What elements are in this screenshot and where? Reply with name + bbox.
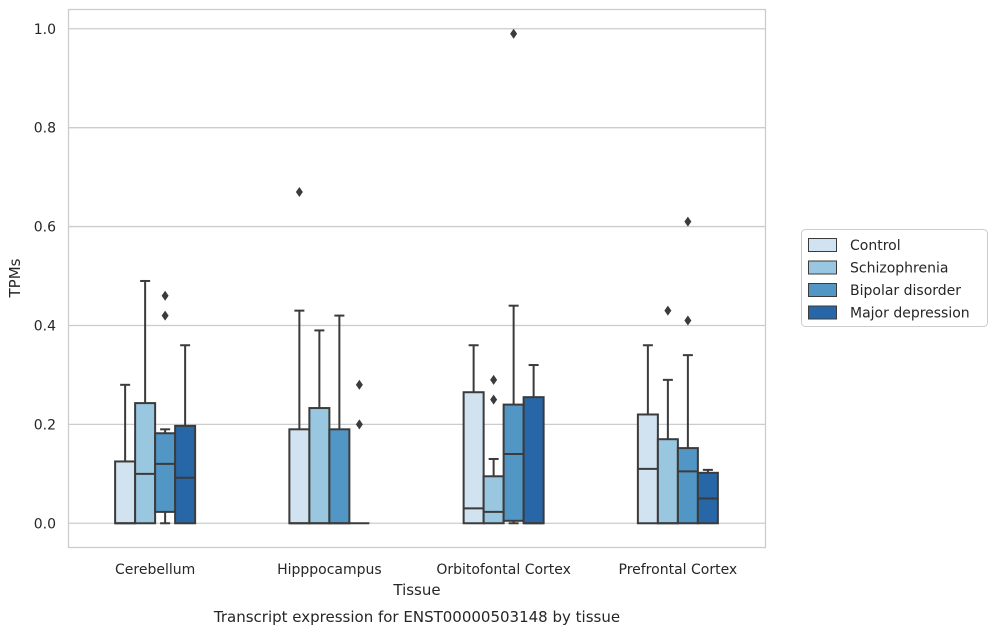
outlier-point [355,379,363,390]
chart-caption: Transcript expression for ENST0000050314… [213,608,620,626]
legend-swatch [808,283,837,297]
y-tick-label: 0.2 [34,417,56,433]
box-body [482,475,505,525]
box-major-depression [174,344,197,525]
outlier-point [161,290,169,301]
box-control [114,383,137,525]
legend-label: Control [850,238,901,254]
y-tick-label: 0.6 [34,220,56,236]
x-tick-label: Cerebellum [115,562,195,578]
box-schizophrenia [308,329,331,525]
legend-label: Bipolar disorder [850,283,961,299]
box-body [308,407,331,525]
box-body [462,391,485,525]
box-bipolar-disorder [676,216,699,525]
box-control [288,186,311,525]
outlier-point [684,216,692,227]
box-bipolar-disorder [502,28,525,525]
outlier-point [295,186,303,197]
legend-swatch [808,238,837,252]
outlier-point [355,419,363,430]
outlier-point [161,310,169,321]
box-schizophrenia [656,305,679,525]
box-major-depression [522,364,545,525]
box-body [522,396,545,525]
box-control [462,344,485,525]
box-major-depression [696,468,719,525]
outlier-point [684,315,692,326]
x-tick-label: Hipppocampus [277,562,382,578]
outlier-point [490,374,498,385]
box-bipolar-disorder [328,314,351,525]
outlier-point [664,305,672,316]
box-body [174,424,197,525]
box-plot-series [114,28,719,525]
plot-area-frame [67,8,767,549]
outlier-point [490,394,498,405]
box-body [154,432,177,513]
x-tick-label: Prefrontal Cortex [619,562,738,578]
box-body [114,460,137,525]
box-body [502,403,525,522]
legend-frame [801,229,988,327]
legend-label: Schizophrenia [850,261,948,277]
box-body [134,402,157,525]
y-tick-label: 0.4 [34,318,56,334]
y-axis-label: TPMs [6,258,24,298]
x-axis-label: Tissue [392,581,440,599]
y-tick-label: 1.0 [34,22,56,38]
box-major-depression [349,379,370,525]
x-tick-label: Orbitofontal Cortex [436,562,571,578]
outlier-point [510,28,518,39]
legend-label: Major depression [850,306,970,322]
x-tick-labels: Cerebellum Hipppocampus Orbitofontal Corte… [115,562,737,578]
box-body [288,428,311,525]
legend-swatch [808,260,837,275]
y-tick-label: 0.8 [34,121,56,137]
y-tick-labels: 0.0 0.2 0.4 0.6 0.8 1.0 [34,22,56,532]
legend: Control Schizophrenia Bipolar disorder Majo… [801,229,988,327]
box-control [636,344,659,525]
box-body [656,438,679,525]
box-schizophrenia [134,279,157,525]
box-schizophrenia [482,374,505,525]
box-body [676,447,699,525]
y-tick-label: 0.0 [34,516,56,532]
legend-swatch [808,305,837,320]
box-body [328,428,351,525]
